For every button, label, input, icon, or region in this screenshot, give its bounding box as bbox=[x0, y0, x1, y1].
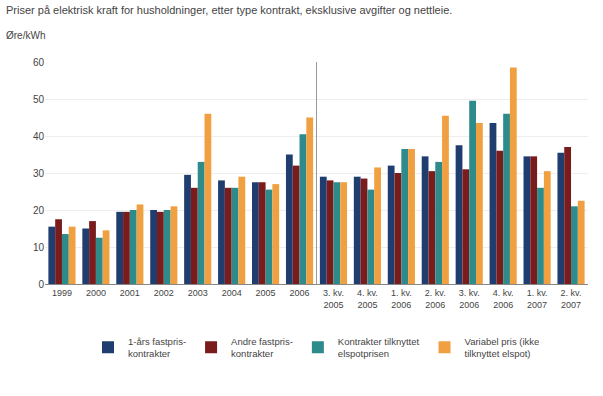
svg-text:2. kv.2007: 2. kv.2007 bbox=[561, 288, 582, 310]
svg-text:1. kv.2006: 1. kv.2006 bbox=[391, 288, 412, 310]
svg-text:50: 50 bbox=[33, 94, 45, 105]
svg-text:2002: 2002 bbox=[154, 288, 174, 298]
svg-text:60: 60 bbox=[33, 57, 45, 68]
svg-text:2005: 2005 bbox=[256, 288, 276, 298]
svg-text:2. kv.2006: 2. kv.2006 bbox=[425, 288, 446, 310]
svg-text:3. kv.2006: 3. kv.2006 bbox=[459, 288, 480, 310]
svg-text:30: 30 bbox=[33, 168, 45, 179]
svg-text:3. kv.2005: 3. kv.2005 bbox=[323, 288, 344, 310]
svg-text:2000: 2000 bbox=[86, 288, 106, 298]
svg-text:Variabel pris (ikketilknyttet: Variabel pris (ikketilknyttet elspot) bbox=[465, 336, 540, 359]
svg-text:10: 10 bbox=[33, 242, 45, 253]
svg-text:4. kv.2005: 4. kv.2005 bbox=[357, 288, 378, 310]
svg-text:Priser på elektrisk kraft for: Priser på elektrisk kraft for husholdnin… bbox=[6, 4, 452, 16]
svg-text:20: 20 bbox=[33, 205, 45, 216]
svg-text:Andre fastpris-kontrakter: Andre fastpris-kontrakter bbox=[231, 336, 293, 359]
svg-text:2003: 2003 bbox=[188, 288, 208, 298]
svg-text:2001: 2001 bbox=[120, 288, 140, 298]
svg-text:1999: 1999 bbox=[52, 288, 72, 298]
svg-text:40: 40 bbox=[33, 131, 45, 142]
svg-text:4. kv.2006: 4. kv.2006 bbox=[493, 288, 514, 310]
svg-text:1-års fastpris-kontrakter: 1-års fastpris-kontrakter bbox=[128, 336, 186, 359]
svg-text:0: 0 bbox=[38, 279, 44, 290]
svg-text:1. kv.2007: 1. kv.2007 bbox=[527, 288, 548, 310]
svg-text:2006: 2006 bbox=[290, 288, 310, 298]
svg-text:2004: 2004 bbox=[222, 288, 242, 298]
svg-text:Øre/kWh: Øre/kWh bbox=[6, 30, 45, 41]
svg-text:Kontrakter tilknyttetelspotpri: Kontrakter tilknyttetelspotprisen bbox=[338, 336, 420, 359]
